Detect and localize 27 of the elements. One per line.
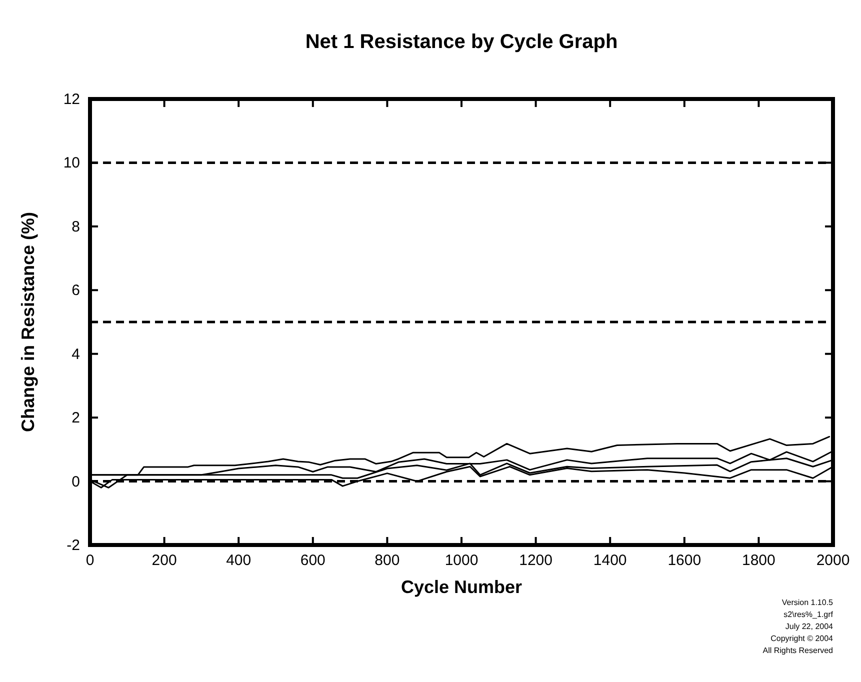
x-tick-label: 800 [374,552,400,569]
x-axis-title: Cycle Number [400,577,522,597]
x-tick-label: 0 [86,552,94,569]
text: Version 1.10.5 [782,598,834,607]
y-tick-label: -2 [66,537,80,554]
text: All Rights Reserved [762,646,833,655]
y-tick-label: 6 [72,282,80,300]
x-tick-label: 1400 [593,552,627,569]
y-tick-label: 4 [72,346,80,363]
text: July 22, 2004 [785,622,834,631]
text: s2\res%_1.grf [784,610,834,619]
x-tick-label: 400 [226,552,252,569]
x-tick-label: 200 [152,552,177,569]
x-tick-label: 1000 [444,552,478,569]
text: Copyright © 2004 [770,634,834,643]
x-tick-label: 600 [300,552,326,569]
y-axis-title: Change in Resistance (%) [18,212,38,432]
x-tick-label: 1800 [742,552,776,569]
x-tick-label: 1600 [668,552,702,569]
y-tick-label: 8 [72,218,80,236]
y-tick-label: 0 [72,473,80,490]
chart-title: Net 1 Resistance by Cycle Graph [305,31,618,53]
y-tick-label: 10 [63,154,80,172]
x-tick-label: 1200 [519,552,552,569]
y-tick-label: 12 [63,91,80,108]
x-tick-label: 2000 [816,552,850,569]
y-tick-label: 2 [72,410,80,427]
